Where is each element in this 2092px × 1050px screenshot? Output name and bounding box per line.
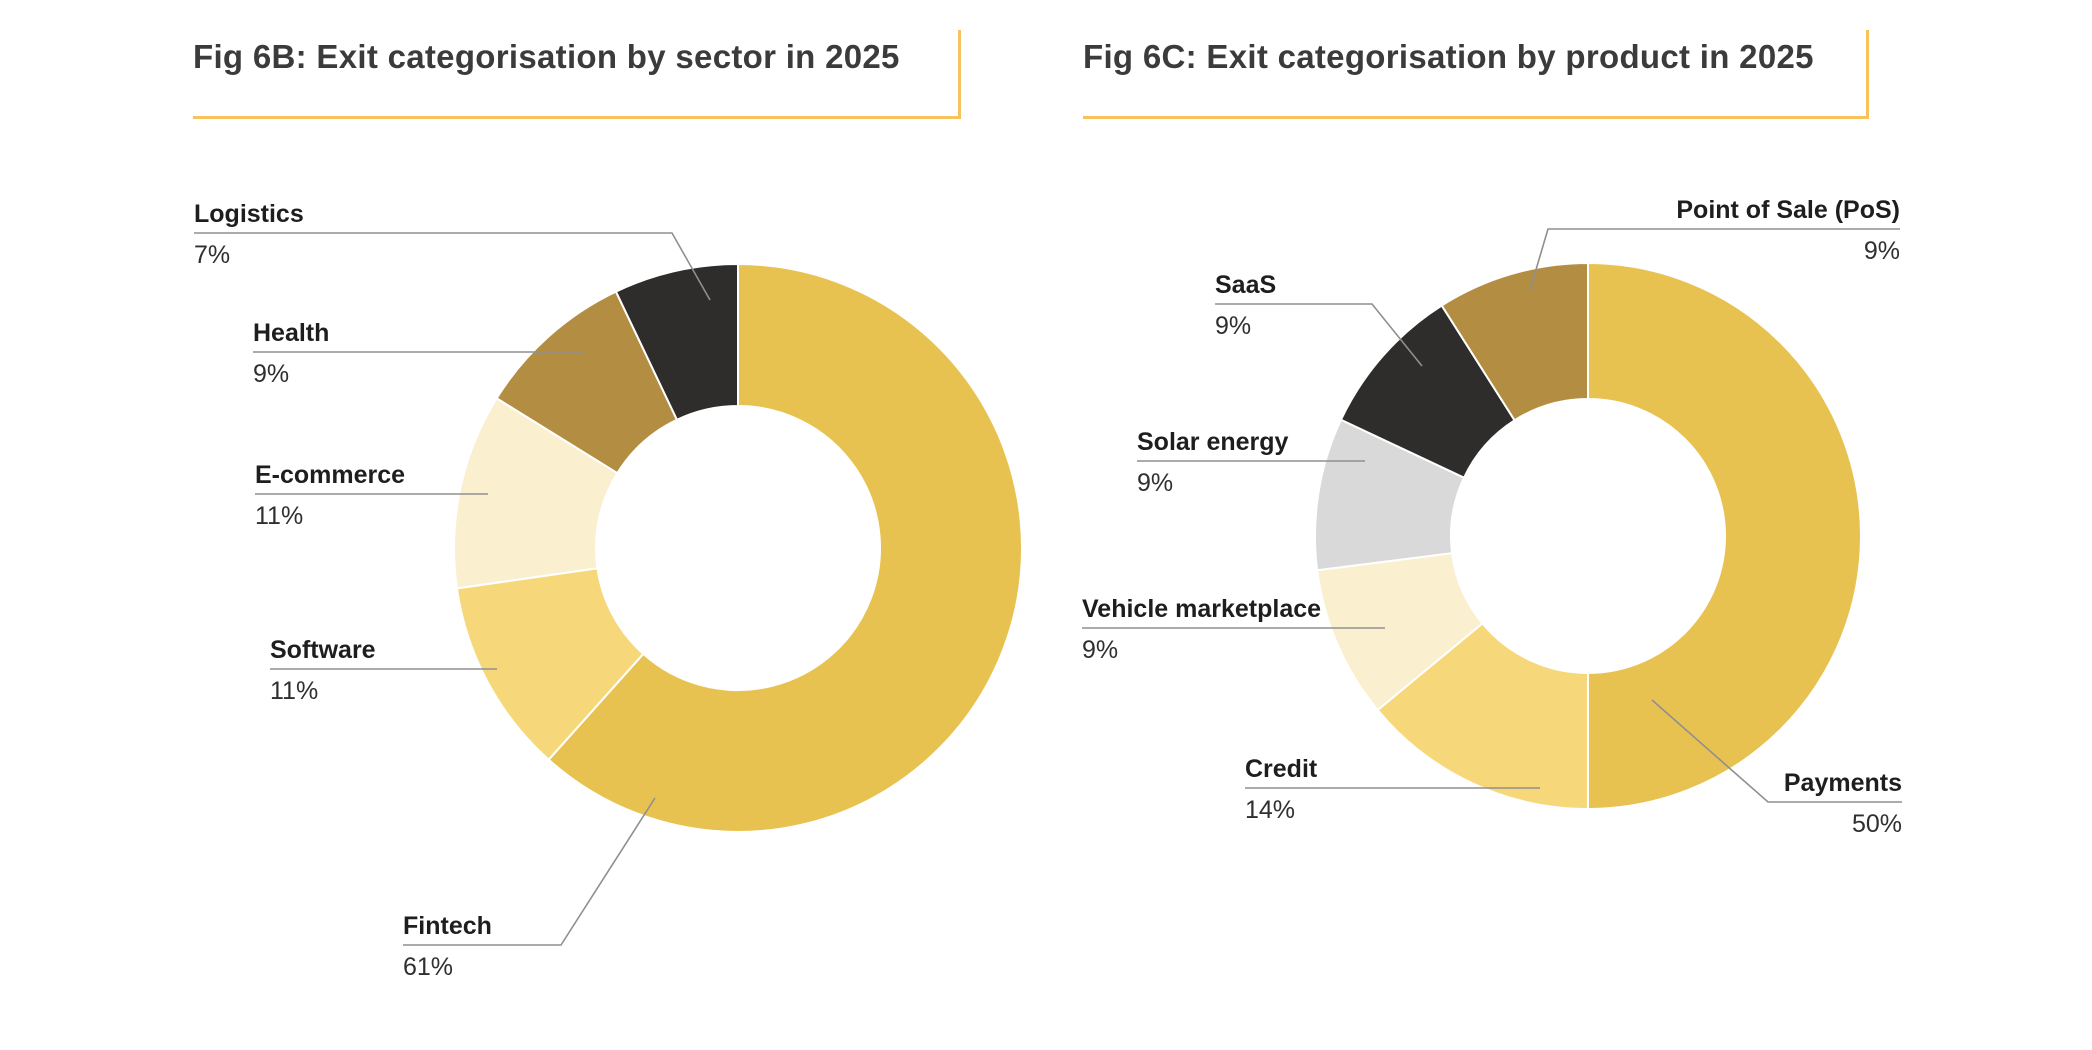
- donut-slice-e-commerce: [453, 396, 619, 590]
- slice-pct-solar-energy: 9%: [1137, 469, 1174, 497]
- leader-line-point-of-sale-pos: [1529, 228, 1900, 291]
- slice-name-fintech: Fintech: [403, 912, 492, 940]
- slice-pct-software: 11%: [270, 677, 319, 705]
- leader-line-payments: [1651, 699, 1902, 803]
- donut-slice-fintech: [547, 262, 1023, 833]
- slice-name-logistics: Logistics: [194, 200, 304, 228]
- title-accent-frame-product: [1083, 30, 1869, 119]
- donut-chart-sector: [453, 262, 1023, 833]
- slice-pct-vehicle-marketplace: 9%: [1082, 636, 1119, 664]
- slice-pct-credit: 14%: [1245, 796, 1296, 824]
- slice-name-health: Health: [253, 319, 330, 347]
- slice-pct-payments: 50%: [1851, 810, 1902, 838]
- donut-slice-payments: [1587, 261, 1862, 811]
- slice-name-vehicle-marketplace: Vehicle marketplace: [1082, 595, 1322, 623]
- figure-title-product: Fig 6C: Exit categorisation by product i…: [1083, 38, 1814, 75]
- slice-name-payments: Payments: [1783, 769, 1902, 797]
- donut-chart-product: [1314, 261, 1862, 811]
- leader-line-fintech: [403, 797, 656, 946]
- slice-name-point-of-sale-pos: Point of Sale (PoS): [1676, 196, 1900, 224]
- slice-pct-fintech: 61%: [403, 953, 454, 981]
- slice-pct-saas: 9%: [1215, 312, 1252, 340]
- slice-pct-point-of-sale-pos: 9%: [1863, 237, 1900, 265]
- slice-name-solar-energy: Solar energy: [1137, 428, 1289, 456]
- leader-line-saas: [1215, 303, 1423, 367]
- slice-name-saas: SaaS: [1215, 271, 1277, 299]
- title-accent-frame-sector: [193, 30, 961, 119]
- slice-pct-logistics: 7%: [194, 241, 231, 269]
- donut-slice-logistics: [614, 262, 739, 422]
- figure-title-sector: Fig 6B: Exit categorisation by sector in…: [193, 38, 900, 75]
- leader-line-logistics: [194, 232, 711, 301]
- slice-name-e-commerce: E-commerce: [255, 461, 406, 489]
- slice-pct-e-commerce: 11%: [255, 502, 304, 530]
- donut-slice-point-of-sale-pos: [1440, 261, 1589, 422]
- slice-name-software: Software: [270, 636, 376, 664]
- slice-pct-health: 9%: [253, 360, 290, 388]
- donut-slice-software: [455, 567, 645, 762]
- donut-slice-credit: [1376, 621, 1589, 811]
- slice-name-credit: Credit: [1245, 755, 1318, 783]
